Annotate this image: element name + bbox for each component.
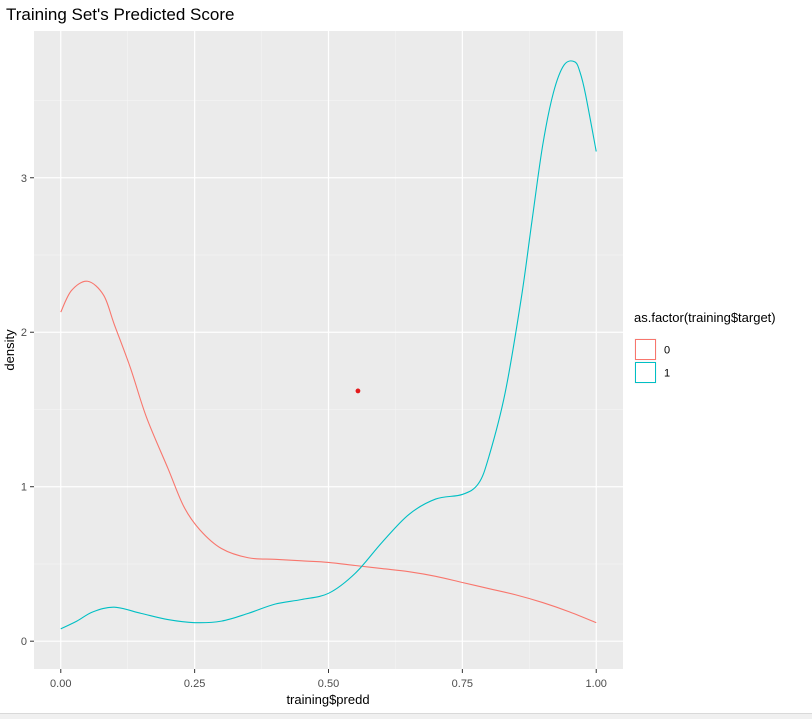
legend-title: as.factor(training$target) [634,310,776,325]
chart-title: Training Set's Predicted Score [6,5,234,24]
legend-key-0 [635,339,656,360]
legend-key-1 [635,362,656,383]
x-tick-label: 0.00 [50,678,71,690]
y-axis-ticks: 0 1 2 3 [21,173,34,648]
x-axis-title: training$predd [286,692,369,707]
x-tick-label: 0.75 [452,678,473,690]
annotation-point [355,388,361,394]
y-tick-label: 0 [21,636,27,648]
annotation-layer [355,388,361,394]
density-line-1 [60,60,597,630]
x-tick-label: 0.25 [184,678,205,690]
series-layer [60,60,597,630]
x-tick-label: 1.00 [586,678,607,690]
y-axis-title: density [2,329,17,371]
legend-label-1: 1 [664,368,670,380]
x-axis-ticks: 0.00 0.25 0.50 0.75 1.00 [50,669,607,690]
y-tick-label: 3 [21,173,27,185]
window-bottom-edge [0,713,812,719]
y-tick-label: 2 [21,327,27,339]
density-line-0 [60,280,597,624]
legend: as.factor(training$target) 01 [633,310,776,385]
legend-items: 01 [633,337,670,385]
y-tick-label: 1 [21,482,27,494]
x-tick-label: 0.50 [318,678,339,690]
legend-label-0: 0 [664,345,670,357]
